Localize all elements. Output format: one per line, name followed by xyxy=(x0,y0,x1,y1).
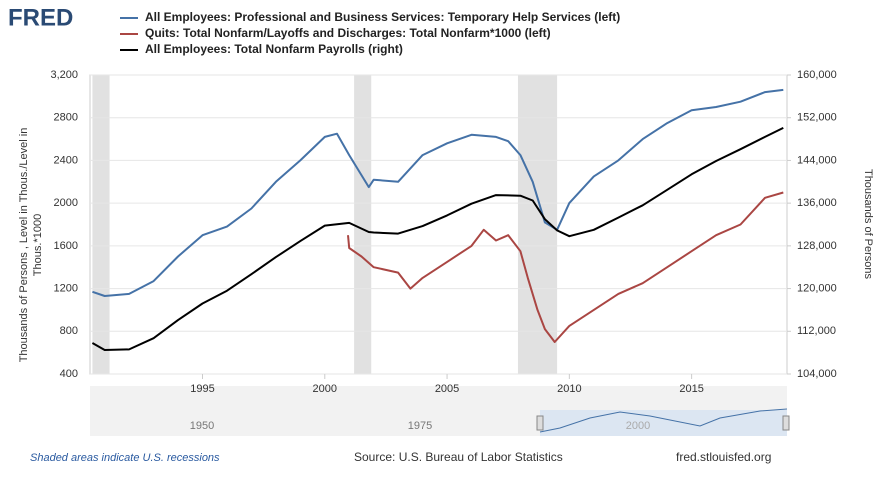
y-tick-label: 3,200 xyxy=(50,69,78,81)
footer-note[interactable]: Shaded areas indicate U.S. recessions xyxy=(30,452,220,464)
footer-source: Source: U.S. Bureau of Labor Statistics xyxy=(354,450,563,464)
y2-tick-label: 144,000 xyxy=(797,154,837,166)
y-axis-label: Thous.*1000 xyxy=(32,214,44,276)
x-tick-label: 2010 xyxy=(557,383,581,395)
y2-tick-label: 128,000 xyxy=(797,240,837,252)
y-tick-label: 2400 xyxy=(54,154,78,166)
y-axis-label: Thousands of Persons , Level in Thous./L… xyxy=(18,128,30,363)
x-tick-label: 2000 xyxy=(313,383,337,395)
y2-tick-label: 112,000 xyxy=(797,325,836,337)
y-tick-label: 1600 xyxy=(54,240,78,252)
y-tick-label: 2000 xyxy=(54,197,78,209)
legend-label: Quits: Total Nonfarm/Layoffs and Dischar… xyxy=(145,26,551,40)
navigator-line xyxy=(539,408,788,433)
y2-tick-label: 160,000 xyxy=(797,69,837,81)
y-tick-label: 1200 xyxy=(54,282,78,294)
logo: FRED xyxy=(8,4,73,31)
plot-area xyxy=(89,74,788,375)
x-tick-label: 2005 xyxy=(435,383,459,395)
navigator-handle[interactable] xyxy=(536,415,544,431)
y-tick-label: 2800 xyxy=(54,112,78,124)
navigator-window xyxy=(540,410,787,436)
recession-band xyxy=(354,75,372,374)
y2-axis-label: Thousands of Persons xyxy=(862,169,874,280)
x-tick-label: 1995 xyxy=(190,383,214,395)
y-tick-label: 800 xyxy=(60,325,78,337)
series-line xyxy=(347,191,784,343)
series-line xyxy=(91,127,784,351)
navigator-label: 1950 xyxy=(190,420,214,432)
recession-band xyxy=(92,75,110,374)
legend-label: All Employees: Professional and Business… xyxy=(145,10,620,24)
navigator-label: 2000 xyxy=(626,420,650,432)
y-tick-label: 400 xyxy=(60,368,78,380)
legend-label: All Employees: Total Nonfarm Payrolls (r… xyxy=(145,42,403,56)
y2-tick-label: 152,000 xyxy=(797,112,837,124)
navigator-handle[interactable] xyxy=(782,415,790,431)
y2-tick-label: 104,000 xyxy=(797,368,837,380)
y2-tick-label: 120,000 xyxy=(797,282,837,294)
x-tick-label: 2015 xyxy=(679,383,703,395)
series-line xyxy=(92,88,784,297)
footer-site[interactable]: fred.stlouisfed.org xyxy=(676,450,771,464)
navigator-label: 1975 xyxy=(408,420,432,432)
y2-tick-label: 136,000 xyxy=(797,197,837,209)
